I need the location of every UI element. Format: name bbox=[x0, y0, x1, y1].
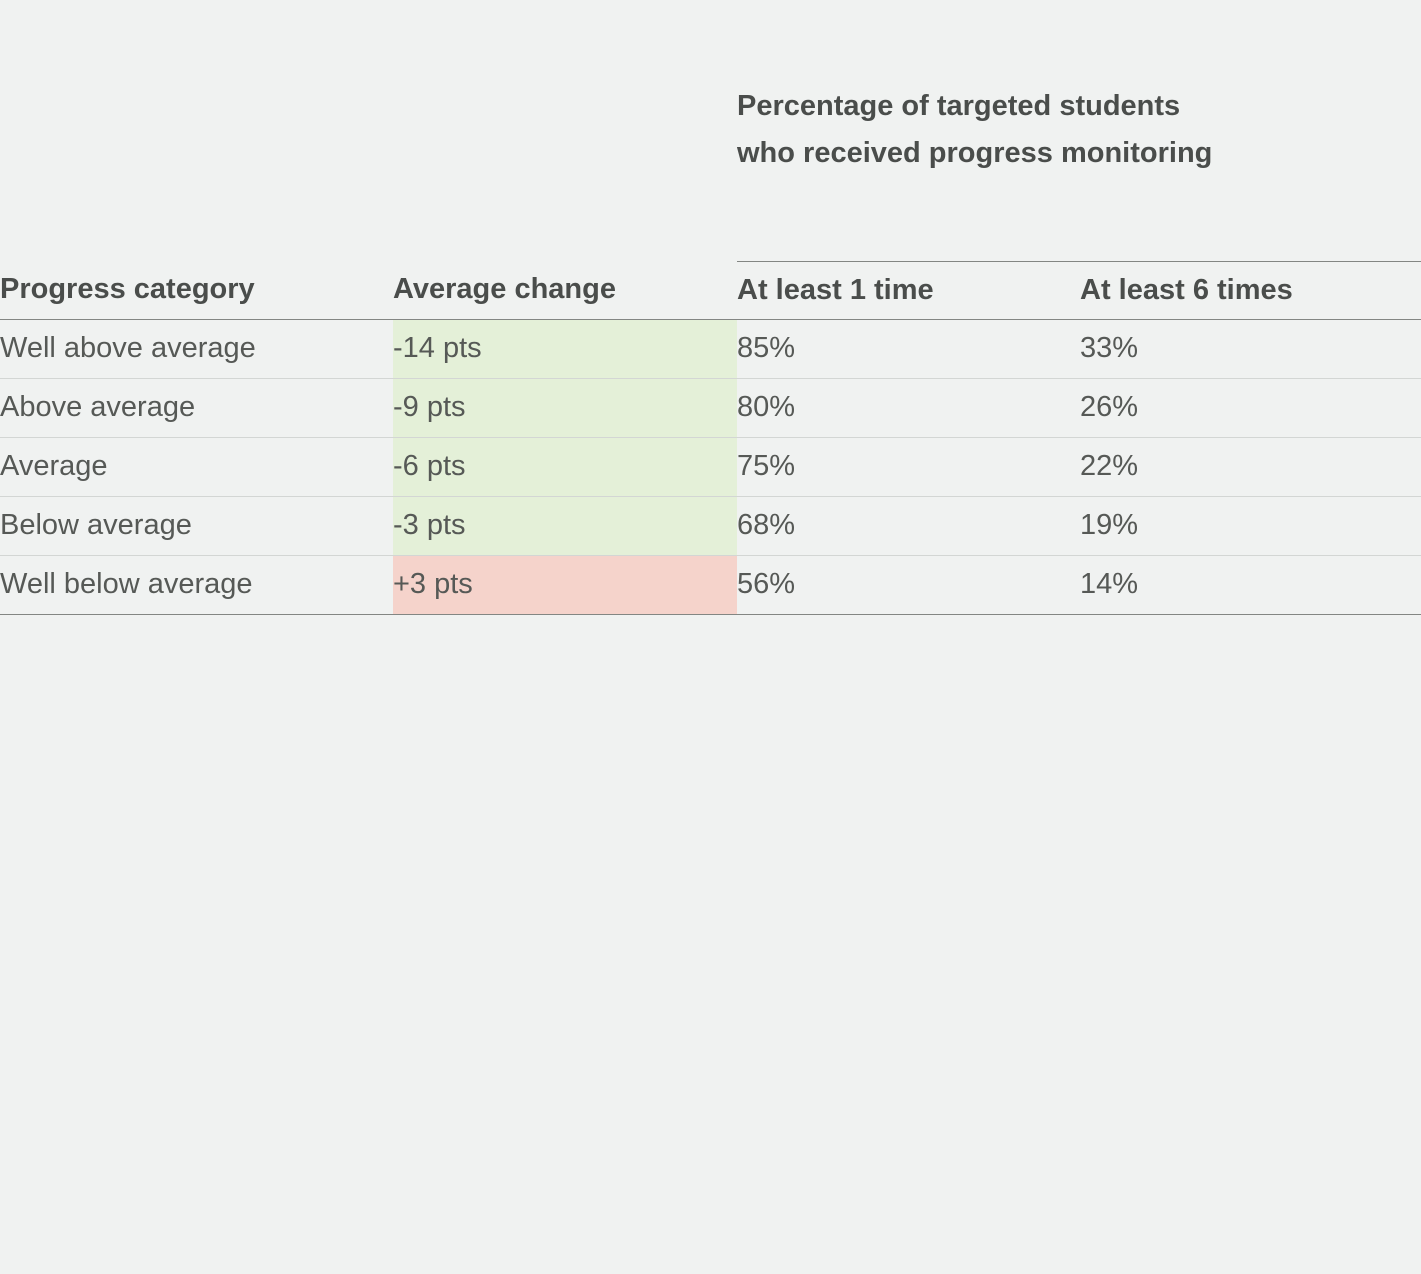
table-row: Well above average -14 pts 85% 33% bbox=[0, 319, 1421, 379]
avg-change-cell: -6 pts bbox=[393, 437, 737, 497]
col-header-progress-category: Progress category bbox=[0, 261, 393, 320]
table-row: Average -6 pts 75% 22% bbox=[0, 437, 1421, 497]
span-header-row: Percentage of targeted students who rece… bbox=[0, 0, 1421, 262]
span-header-line2: who received progress monitoring bbox=[737, 137, 1213, 170]
column-header-row: Progress category Average change At leas… bbox=[0, 261, 1421, 320]
pct-6-times-cell: 14% bbox=[1080, 555, 1421, 615]
span-header-title: Percentage of targeted students who rece… bbox=[737, 0, 1421, 262]
category-cell: Below average bbox=[0, 496, 393, 556]
col-header-at-least-1-time: At least 1 time bbox=[737, 261, 1080, 320]
avg-change-cell: +3 pts bbox=[393, 555, 737, 615]
category-cell: Well below average bbox=[0, 555, 393, 615]
progress-monitoring-table: Percentage of targeted students who rece… bbox=[0, 0, 1421, 615]
avg-change-cell: -9 pts bbox=[393, 378, 737, 438]
category-cell: Well above average bbox=[0, 319, 393, 379]
table-row: Above average -9 pts 80% 26% bbox=[0, 378, 1421, 438]
avg-change-cell: -14 pts bbox=[393, 319, 737, 379]
pct-1-time-cell: 75% bbox=[737, 437, 1080, 497]
category-cell: Above average bbox=[0, 378, 393, 438]
avg-change-cell: -3 pts bbox=[393, 496, 737, 556]
col-header-average-change: Average change bbox=[393, 261, 737, 320]
pct-1-time-cell: 68% bbox=[737, 496, 1080, 556]
pct-1-time-cell: 80% bbox=[737, 378, 1080, 438]
pct-6-times-cell: 33% bbox=[1080, 319, 1421, 379]
table-row: Below average -3 pts 68% 19% bbox=[0, 496, 1421, 556]
pct-6-times-cell: 22% bbox=[1080, 437, 1421, 497]
span-header-spacer bbox=[0, 0, 737, 261]
pct-6-times-cell: 26% bbox=[1080, 378, 1421, 438]
category-cell: Average bbox=[0, 437, 393, 497]
table-row: Well below average +3 pts 56% 14% bbox=[0, 555, 1421, 615]
pct-1-time-cell: 85% bbox=[737, 319, 1080, 379]
pct-1-time-cell: 56% bbox=[737, 555, 1080, 615]
span-header-line1: Percentage of targeted students bbox=[737, 90, 1181, 123]
pct-6-times-cell: 19% bbox=[1080, 496, 1421, 556]
col-header-at-least-6-times: At least 6 times bbox=[1080, 261, 1421, 320]
